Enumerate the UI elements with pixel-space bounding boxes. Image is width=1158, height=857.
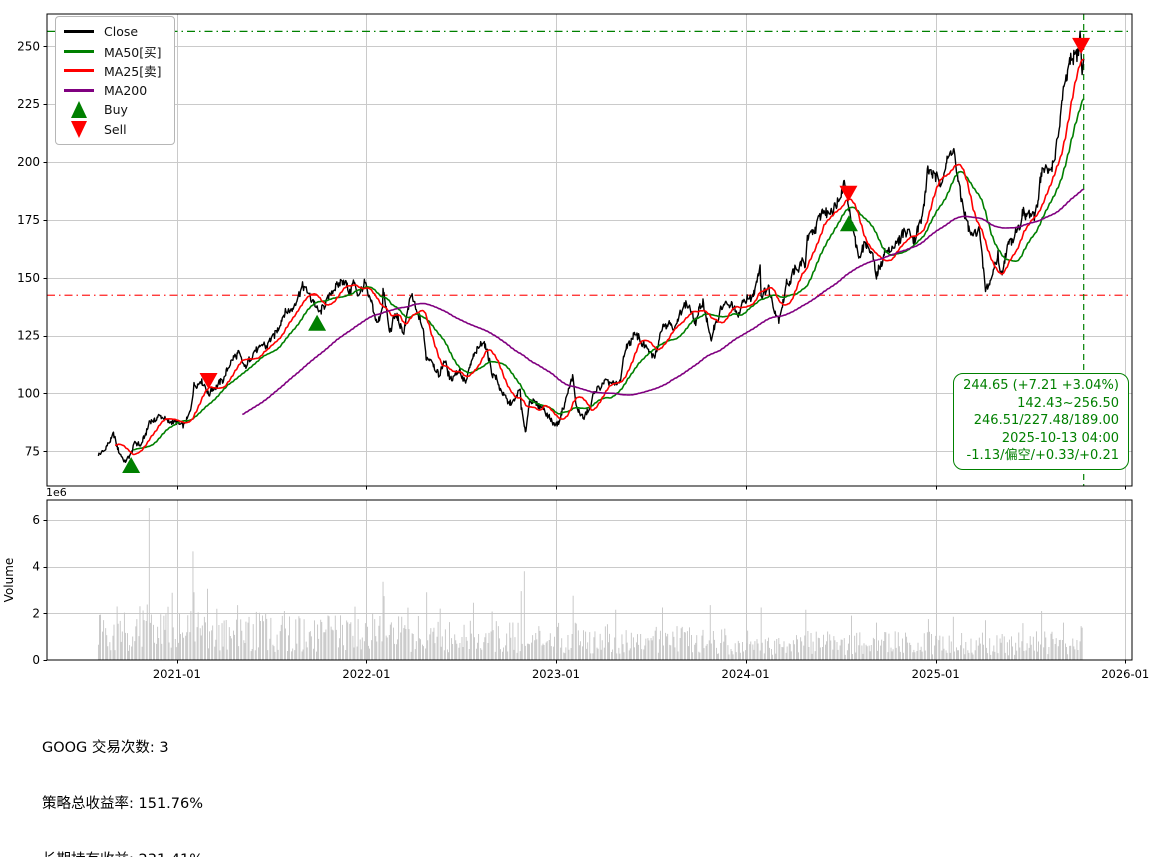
annotation-datetime-line: 2025-10-13 04:00 [1001, 430, 1119, 446]
y-tick-label-volume: 4 [32, 560, 40, 574]
volume-axes-frame [46, 499, 1133, 661]
trade-count-line: GOOG 交易次数: 3 [42, 740, 169, 757]
sell-marker [1072, 37, 1091, 54]
buy-marker [839, 215, 858, 232]
y-tick-label-main: 225 [17, 97, 40, 111]
ma25-line [114, 58, 1085, 456]
legend-label: MA25[卖] [104, 64, 162, 80]
buy-marker-icon [64, 101, 94, 119]
x-tick-label: 2026-01 [1101, 667, 1149, 681]
trade-summary: GOOG 交易次数: 3 策略总收益率: 151.76% 长期持有收益: 231… [42, 702, 506, 857]
y-tick-label-main: 200 [17, 155, 40, 169]
legend: Close MA50[买] MA25[卖] MA200 Buy Sell [55, 16, 175, 145]
buy-marker [308, 314, 327, 331]
volume-scale-label: 1e6 [46, 486, 67, 499]
tick-marks [43, 46, 1126, 664]
x-tick-label: 2022-01 [342, 667, 390, 681]
y-tick-label-main: 75 [25, 444, 40, 458]
legend-item-buy: Buy [64, 100, 162, 120]
legend-label: Close [104, 24, 139, 40]
ma50-line [133, 98, 1085, 451]
volume-axis-label: Volume [2, 558, 16, 603]
legend-item-ma50: MA50[买] [64, 42, 162, 62]
ma200-line-swatch [64, 88, 94, 92]
close-line [97, 30, 1085, 464]
ma200-line [242, 188, 1084, 416]
strategy-return-line: 策略总收益率: 151.76% [42, 795, 204, 812]
y-tick-label-volume: 2 [32, 606, 40, 620]
annotation-price-line: 244.65 (+7.21 +3.04%) [963, 378, 1119, 393]
close-line-swatch [64, 30, 94, 34]
legend-item-close: Close [64, 22, 162, 42]
y-tick-label-main: 125 [17, 329, 40, 343]
y-tick-label-main: 100 [17, 386, 40, 400]
y-tick-label-main: 250 [17, 39, 40, 53]
x-tick-label: 2021-01 [153, 667, 201, 681]
trade-markers [122, 37, 1091, 474]
legend-label: Buy [104, 102, 128, 118]
sell-marker [839, 185, 858, 202]
ma25-line-swatch [64, 69, 94, 73]
price-volume-chart: 75 100 125 150 175 200 225 250 0 2 4 6 2021-01 2022-0… [2, 13, 1149, 681]
annotation-ma-line: 246.51/227.48/189.00 [973, 413, 1119, 429]
buy-marker [122, 457, 141, 474]
main-axes-frame [46, 13, 1133, 487]
quote-annotation: 244.65 (+7.21 +3.04%) 142.43~256.50 246.… [953, 373, 1129, 470]
gridlines [47, 14, 1132, 660]
sell-marker-icon [64, 120, 94, 138]
y-tick-label-main: 175 [17, 213, 40, 227]
legend-item-sell: Sell [64, 120, 162, 140]
x-tick-label: 2024-01 [722, 667, 770, 681]
legend-label: MA50[买] [104, 44, 162, 60]
legend-item-ma25: MA25[卖] [64, 61, 162, 81]
volume-bars [97, 508, 1083, 660]
sell-marker [199, 373, 218, 390]
annotation-indicator-line: -1.13/偏空/+0.33/+0.21 [966, 448, 1119, 464]
legend-label: Sell [104, 121, 127, 137]
x-tick-label: 2023-01 [532, 667, 580, 681]
x-tick-label: 2025-01 [912, 667, 960, 681]
annotation-range-line: 142.43~256.50 [1017, 395, 1119, 411]
y-tick-label-volume: 6 [32, 513, 40, 527]
legend-item-ma200: MA200 [64, 81, 162, 101]
tick-labels: 75 100 125 150 175 200 225 250 0 2 4 6 2021-01 2022-0… [2, 39, 1149, 681]
ma50-line-swatch [64, 49, 94, 53]
y-tick-label-volume: 0 [32, 653, 40, 667]
legend-label: MA200 [104, 82, 148, 98]
y-tick-label-main: 150 [17, 271, 40, 285]
hold-return-line: 长期持有收益: 231.41% [42, 851, 506, 857]
